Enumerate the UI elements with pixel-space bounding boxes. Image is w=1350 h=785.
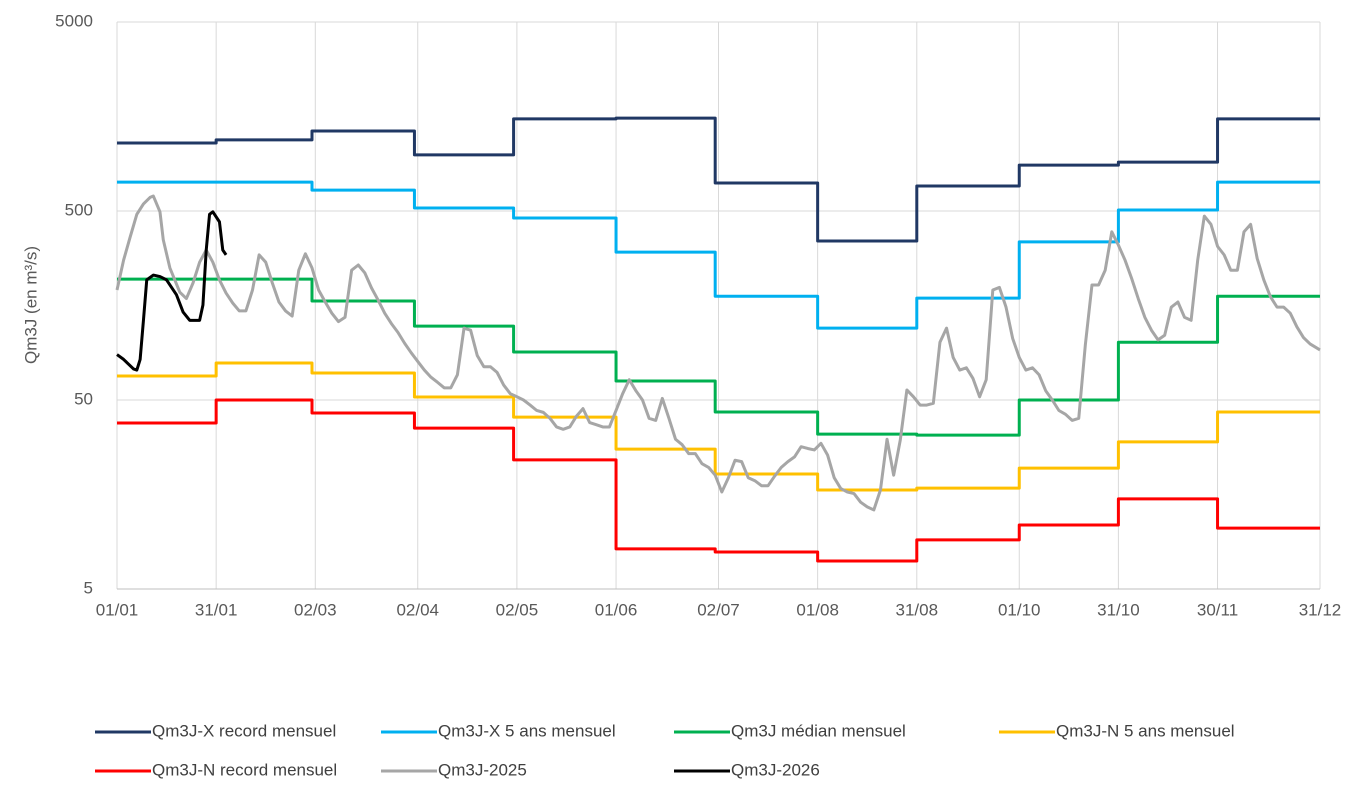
- series-line: [117, 116, 1320, 243]
- y-tick-label: 500: [65, 200, 93, 219]
- y-tick-label: 50: [74, 389, 93, 408]
- x-tick-label: 31/10: [1097, 600, 1140, 619]
- y-tick-label: 5: [84, 578, 93, 597]
- x-tick-label: 31/12: [1299, 600, 1342, 619]
- x-tick-label: 31/01: [195, 600, 238, 619]
- y-axis-title: Qm3J (en m³/s): [21, 246, 40, 364]
- legend-label: Qm3J-2025: [438, 760, 527, 779]
- series-line: [117, 398, 1320, 563]
- series-line: [115, 194, 1321, 512]
- x-tick-label: 30/11: [1197, 600, 1238, 619]
- series-line: [117, 180, 1320, 330]
- series-line: [117, 277, 1320, 437]
- x-tick-label: 31/08: [896, 600, 939, 619]
- y-tick-label: 5000: [55, 11, 93, 30]
- legend-label: Qm3J-X 5 ans mensuel: [438, 721, 616, 740]
- x-tick-label: 01/06: [595, 600, 638, 619]
- legend-label: Qm3J-2026: [731, 760, 820, 779]
- x-tick-label: 01/01: [96, 600, 139, 619]
- x-tick-label: 01/08: [796, 600, 839, 619]
- legend-label: Qm3J médian mensuel: [731, 721, 906, 740]
- legend-label: Qm3J-N 5 ans mensuel: [1056, 721, 1235, 740]
- x-tick-label: 02/07: [697, 600, 740, 619]
- x-tick-label: 02/03: [294, 600, 337, 619]
- legend-label: Qm3J-X record mensuel: [152, 721, 336, 740]
- series-line: [116, 210, 228, 372]
- series-line: [117, 361, 1320, 492]
- legend-label: Qm3J-N record mensuel: [152, 760, 337, 779]
- x-tick-label: 02/05: [496, 600, 539, 619]
- x-tick-label: 01/10: [998, 600, 1041, 619]
- x-tick-label: 02/04: [396, 600, 439, 619]
